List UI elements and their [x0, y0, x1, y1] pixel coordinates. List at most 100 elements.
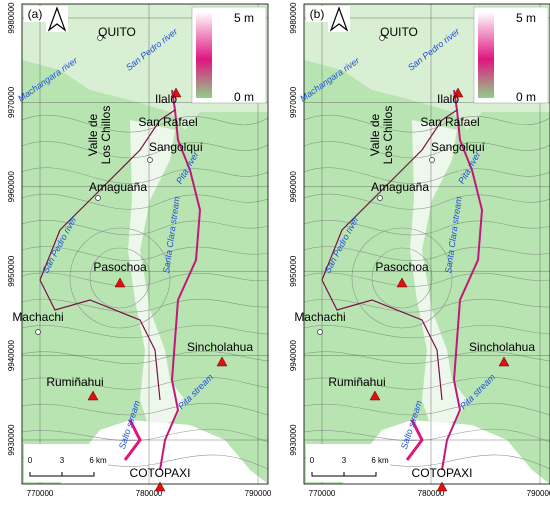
contour	[22, 324, 268, 339]
place-label: Machachi	[12, 310, 63, 324]
y-tick-label: 9970000	[7, 86, 16, 118]
contour	[22, 350, 268, 364]
place-label: COTOPAXI	[130, 466, 191, 480]
peak-marker	[154, 481, 166, 492]
north-arrow	[47, 6, 67, 32]
place-label: Valle deLos Chillos	[368, 106, 395, 165]
scale-label: 0	[28, 456, 33, 465]
scale-label: 0	[310, 456, 315, 465]
contour	[304, 298, 550, 313]
contour	[89, 247, 151, 309]
y-tick-label: 9960000	[289, 171, 298, 203]
flow-path	[441, 89, 484, 471]
contour	[304, 272, 550, 287]
panel-label: (a)	[28, 7, 43, 21]
place-label: Rumiñahui	[46, 375, 103, 389]
place-label: QUITO	[98, 25, 136, 39]
north-arrow	[329, 6, 349, 32]
scale-bar	[29, 472, 95, 477]
contour	[304, 428, 550, 443]
legend-label: 5 m	[516, 11, 536, 25]
north-arrow-bg	[328, 6, 350, 32]
legend-label: 0 m	[234, 90, 254, 104]
legend-label: 5 m	[234, 11, 254, 25]
y-tick-label: 9930000	[289, 424, 298, 456]
contour	[304, 167, 550, 184]
town-marker	[377, 195, 383, 201]
peak-marker	[369, 390, 381, 401]
map-frame	[303, 3, 550, 485]
contour	[22, 298, 268, 313]
legend-label: 0 m	[516, 90, 536, 104]
peak-marker	[396, 277, 408, 288]
town-marker	[379, 35, 385, 41]
town-marker	[317, 329, 323, 335]
place-label: Sangolquí	[431, 140, 486, 154]
town-marker	[35, 329, 41, 335]
contour	[304, 219, 550, 236]
scale-label: 3	[342, 456, 347, 465]
contour	[22, 167, 268, 184]
peak-marker	[436, 481, 448, 492]
y-tick-label: 9950000	[7, 255, 16, 287]
x-tick-label: 790000	[527, 489, 550, 498]
place-label: Sincholahua	[469, 340, 535, 354]
x-tick-label: 770000	[27, 489, 54, 498]
map-panel: 770000 780000 790000 9930000 9940000 9950000 9…	[289, 2, 550, 498]
contour	[304, 141, 550, 159]
town-marker	[97, 35, 103, 41]
map-panel: 770000 780000 790000 9930000 9940000 9950000 9…	[7, 2, 272, 498]
y-tick-label: 9970000	[289, 86, 298, 118]
x-tick-label: 790000	[245, 489, 272, 498]
contour	[304, 350, 550, 364]
y-tick-label: 9940000	[7, 339, 16, 371]
contour	[22, 428, 268, 443]
place-label: San Rafael	[138, 115, 197, 129]
contour	[22, 141, 268, 159]
peak-marker	[87, 390, 99, 401]
legend-gradient	[478, 12, 494, 98]
peak-marker	[216, 356, 228, 367]
map-frame	[21, 3, 269, 485]
place-label: Ilaló	[437, 92, 459, 106]
y-tick-label: 9950000	[289, 255, 298, 287]
scale-label: 6 km	[89, 456, 107, 465]
town-marker	[429, 157, 435, 163]
legend-gradient	[196, 12, 212, 98]
contour	[371, 247, 433, 309]
contour	[304, 193, 550, 210]
town-marker	[147, 157, 153, 163]
place-label: Ilaló	[155, 92, 177, 106]
place-label: Amaguaña	[371, 180, 429, 194]
panel-label-bg	[24, 6, 46, 22]
y-tick-label: 9980000	[7, 2, 16, 34]
peak-marker	[114, 277, 126, 288]
valley-floor	[410, 120, 467, 430]
contour	[22, 219, 268, 236]
contour	[22, 376, 268, 390]
place-label: COTOPAXI	[412, 466, 473, 480]
scale-bar	[311, 472, 377, 477]
contour	[304, 324, 550, 339]
flow-path	[159, 89, 202, 471]
contour	[22, 272, 268, 287]
contour	[22, 246, 268, 261]
contour	[351, 227, 453, 329]
panel-label: (b)	[310, 7, 325, 21]
place-label: San Rafael	[420, 115, 479, 129]
x-tick-label: 780000	[136, 489, 163, 498]
contour	[304, 114, 550, 133]
y-tick-label: 9940000	[289, 339, 298, 371]
place-label: QUITO	[380, 25, 418, 39]
north-arrow-bg	[46, 6, 68, 32]
valley-floor	[128, 120, 185, 430]
place-label: Pasochoa	[375, 260, 429, 274]
peak-marker	[452, 87, 464, 98]
contour	[22, 402, 268, 416]
contour	[304, 246, 550, 261]
place-label: Rumiñahui	[328, 375, 385, 389]
y-tick-label: 9930000	[7, 424, 16, 456]
y-tick-label: 9980000	[289, 2, 298, 34]
place-label: Pasochoa	[93, 260, 147, 274]
